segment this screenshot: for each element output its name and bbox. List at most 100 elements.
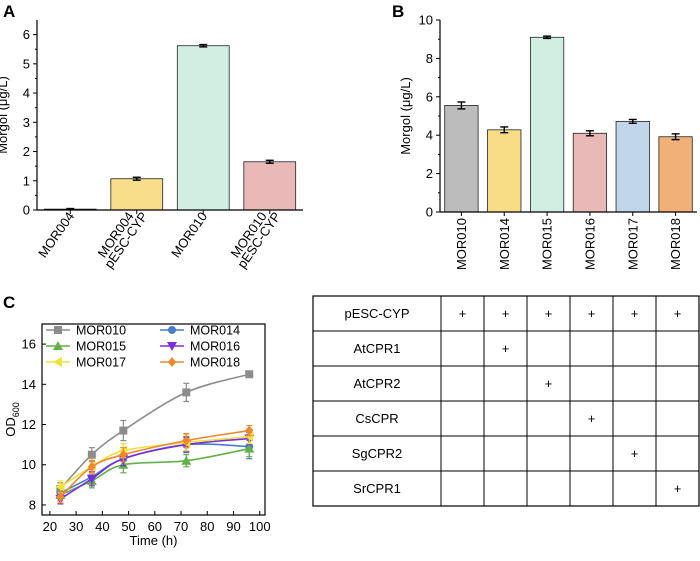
legend-label: MOR014 [190,324,240,338]
strain-table: pESC-CYP + + + + + + AtCPR1 + AtCPR2 + CsCPR + SgCPR2… [312,295,700,507]
table-cell: + [631,446,639,461]
table-cell: + [674,306,682,321]
y-axis-label: Morgol (μg/L) [398,77,413,155]
y-tick-label: 8 [426,51,433,66]
data-point [245,370,254,379]
x-tick-label: MOR015 [540,218,555,270]
data-point [86,474,97,484]
data-point [87,450,96,459]
data-point [182,435,191,446]
table-cell: + [545,376,553,391]
panel-label-b: B [392,2,404,21]
y-tick-label: 3 [23,115,30,130]
x-tick-label: 30 [69,519,83,534]
bar [572,132,608,213]
y-tick-label: 4 [23,86,30,101]
x-tick-label: MOR010 [168,209,210,260]
y-tick-label: 8 [29,497,36,512]
y-axis-label-subscript: 600 [11,402,21,417]
table-row-label: pESC-CYP [344,306,409,321]
table-row-label: SrCPR1 [353,481,401,496]
y-tick-label: 14 [22,377,36,392]
table-cell: + [674,481,682,496]
legend-label: MOR017 [76,356,126,370]
bar [487,129,522,213]
bar [658,136,693,213]
data-point [182,388,191,397]
x-tick-label: MOR017 [625,218,640,270]
y-tick-label: 4 [426,128,433,143]
legend-label: MOR015 [76,340,126,354]
data-point [244,431,254,442]
x-tick-label: 100 [249,519,271,534]
table-row-label: AtCPR2 [354,376,401,391]
y-tick-label: 12 [22,417,36,432]
table-cell: + [588,306,596,321]
bar [243,161,297,211]
y-tick-label: 2 [426,166,433,181]
y-axis-label: Morgol (μg/L) [0,76,10,154]
y-tick-label: 0 [23,203,30,218]
x-tick-label: MOR004 [35,209,77,260]
y-tick-label: 10 [419,13,433,28]
y-tick-label: 10 [22,457,36,472]
table-row-label: SgCPR2 [352,446,403,461]
chart-b: MOR010 MOR014 MOR015 MOR016 MOR017 MOR018 0 2 4 6… [398,13,697,270]
x-tick-label: 20 [43,519,57,534]
x-tick-label: MOR016 [582,218,597,270]
data-point [56,491,65,502]
y-tick-label: 6 [23,27,30,42]
data-point [119,426,128,435]
x-tick-label: 80 [200,519,214,534]
panel-label-c: C [3,293,15,312]
bar [176,45,230,211]
plot-frame [41,323,266,516]
data-point [167,342,177,351]
legend-label: MOR010 [76,324,126,338]
data-point [245,425,254,436]
data-point [87,461,96,472]
y-tick-label: 0 [426,205,433,220]
x-tick-label: 70 [174,519,188,534]
data-point [181,455,192,465]
y-tick-label: 6 [426,89,433,104]
data-point [53,341,63,350]
y-axis-label-main: OD [3,417,18,437]
x-tick-label: MOR014 [497,218,512,270]
series-line [59,373,250,490]
bar [444,105,479,213]
data-point [168,357,176,367]
y-tick-label: 5 [23,56,30,71]
data-point [244,443,255,453]
x-tick-label: 60 [148,519,162,534]
table-cell: + [631,306,639,321]
data-point [168,326,176,334]
panel-label-a: A [3,2,15,21]
x-axis-label: Time (h) [130,533,178,548]
bar [110,178,164,211]
data-point [53,357,62,367]
table-cell: + [502,341,510,356]
x-tick-label: 50 [121,519,135,534]
legend-label: MOR016 [190,340,240,354]
x-tick-label: 40 [95,519,109,534]
x-tick-label: MOR018 [668,218,683,270]
y-tick-label: 16 [22,337,36,352]
table-cell: + [545,306,553,321]
legend-label: MOR018 [190,356,240,370]
data-point [119,449,128,460]
table-cell: + [502,306,510,321]
x-tick-label: MOR010 [454,218,469,270]
chart-c: 20 30 40 50 60 70 80 90 100 8 10 12 14 16 Time (h) OD60… [3,323,271,548]
table-cell: + [588,411,596,426]
table-row-label: AtCPR1 [354,341,401,356]
bar [615,120,650,213]
y-tick-label: 2 [23,144,30,159]
table-cell: + [459,306,467,321]
data-point [54,326,62,334]
table-row-label: CsCPR [355,411,398,426]
x-tick-label: 90 [226,519,240,534]
bar [529,36,565,213]
